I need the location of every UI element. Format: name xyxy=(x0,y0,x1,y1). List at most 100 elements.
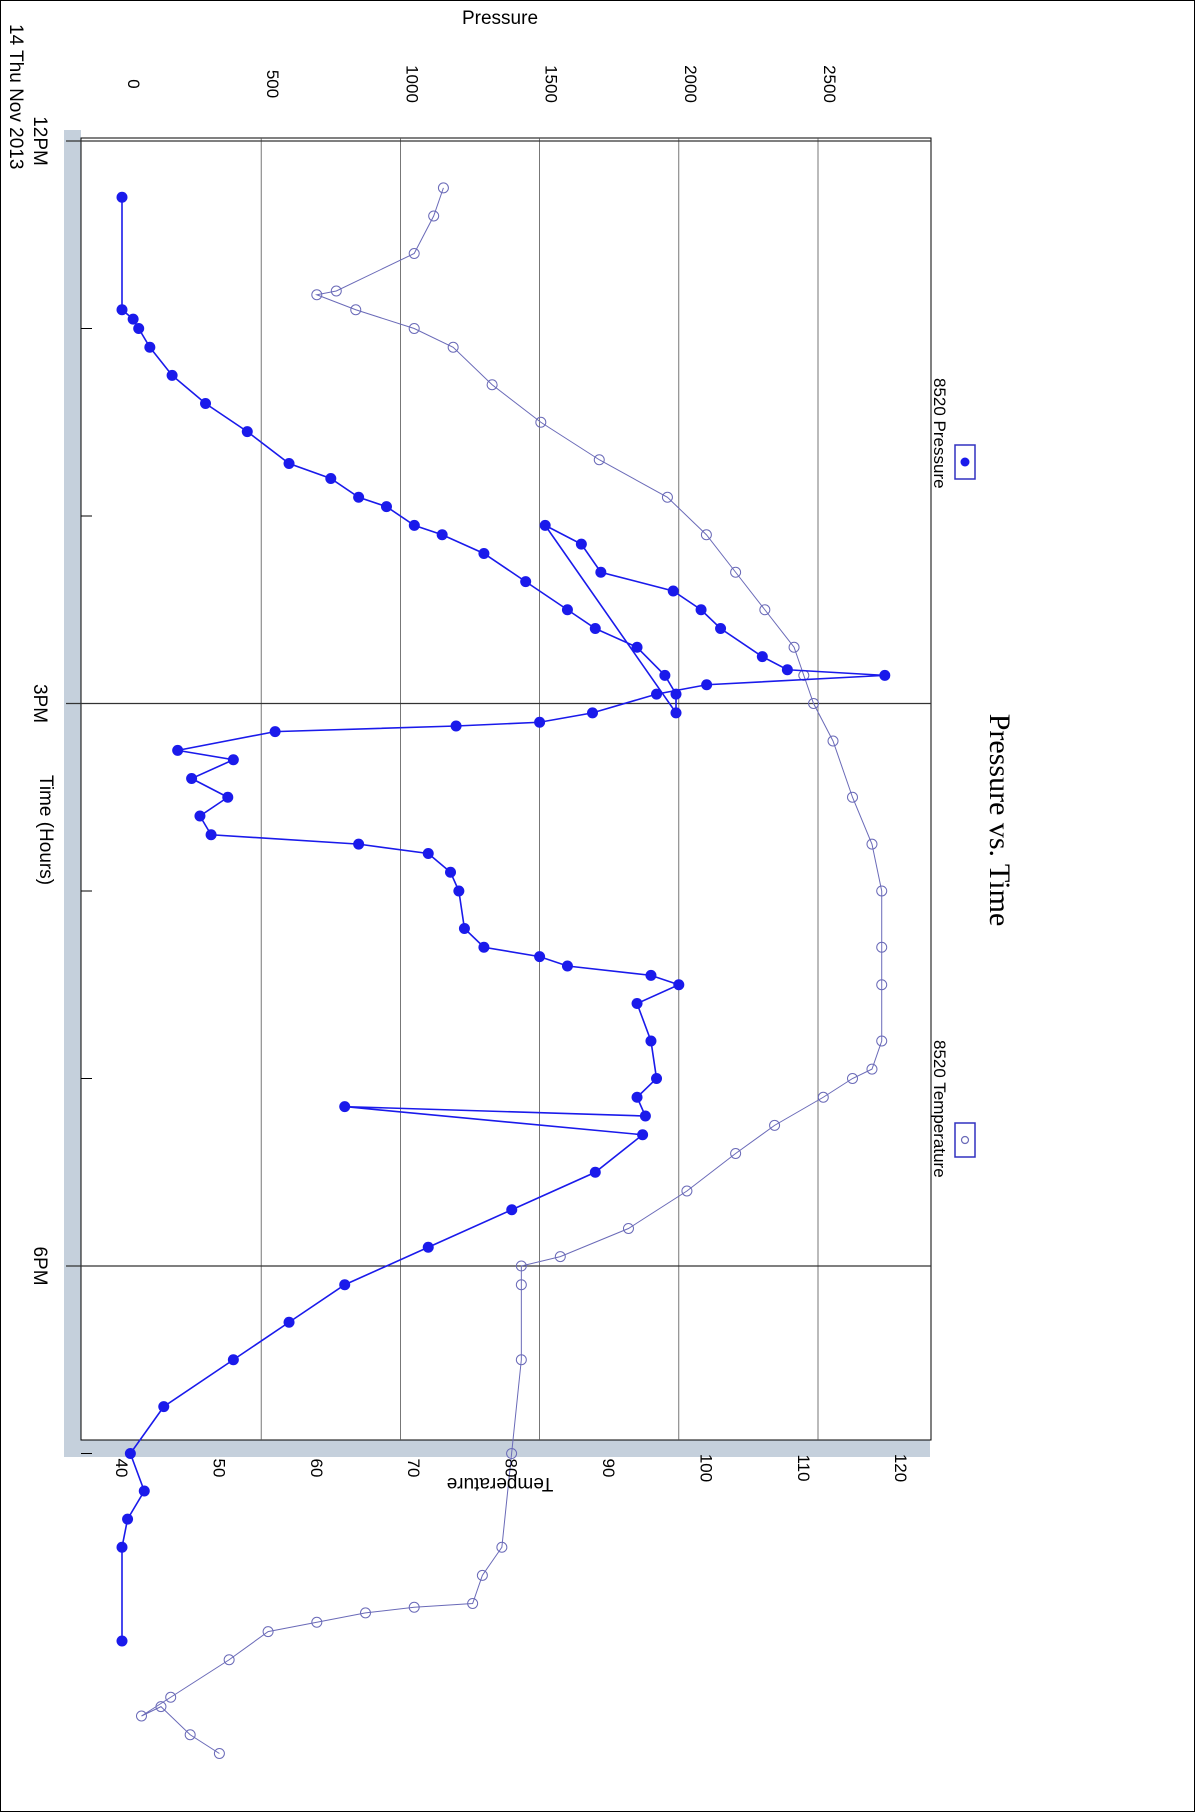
pressure-point xyxy=(166,369,178,381)
pressure-gridlines xyxy=(260,138,819,1440)
temperature-tick-label: 70 xyxy=(404,1459,423,1478)
temperature-point xyxy=(165,1691,177,1703)
pressure-point xyxy=(631,641,643,653)
temperature-tick-label: 110 xyxy=(794,1454,813,1481)
temperature-point xyxy=(535,416,547,428)
temperature-tick-label: 100 xyxy=(696,1454,715,1482)
legend-item-temperature: 8520 Temperature xyxy=(930,1040,976,1178)
temperature-tick-labels: 40 50 60 70 80 90 100 110 120 xyxy=(112,1454,910,1482)
pressure-point xyxy=(122,1513,134,1525)
legend-item-pressure: 8520 Pressure xyxy=(930,378,976,489)
temperature-point xyxy=(515,1354,527,1366)
pressure-point xyxy=(631,998,643,1009)
temperature-tick-label: 120 xyxy=(891,1454,910,1482)
temperature-point xyxy=(155,1701,167,1713)
pressure-point xyxy=(116,191,128,203)
pressure-point xyxy=(670,688,682,700)
pressure-point xyxy=(879,669,891,681)
temperature-axis-title: Temperature xyxy=(447,1473,554,1494)
pressure-point xyxy=(408,519,420,531)
temperature-point xyxy=(808,698,820,709)
pressure-point xyxy=(595,566,607,578)
temperature-point xyxy=(135,1710,147,1722)
pressure-point xyxy=(651,688,663,700)
pressure-point xyxy=(222,791,234,803)
chart-title: Pressure vs. Time xyxy=(983,714,1016,927)
temperature-point xyxy=(437,182,449,194)
pressure-point xyxy=(283,458,295,469)
pressure-point xyxy=(586,707,598,719)
pressure-point xyxy=(631,1091,643,1103)
temperature-point xyxy=(681,1185,693,1197)
pressure-point xyxy=(241,426,253,438)
temperature-point xyxy=(661,491,673,503)
pressure-point xyxy=(561,960,573,972)
temperature-point xyxy=(876,885,888,897)
temperature-point xyxy=(311,289,323,301)
temperature-point xyxy=(876,941,888,953)
pressure-point xyxy=(186,773,198,784)
pressure-point xyxy=(325,473,337,484)
pressure-point xyxy=(138,1485,150,1497)
temperature-point xyxy=(408,248,420,259)
legend-temperature-marker xyxy=(960,1135,970,1145)
pressure-tick-label: 0 xyxy=(124,79,143,88)
pressure-point xyxy=(227,1354,239,1366)
pressure-point xyxy=(116,1541,128,1553)
pressure-point xyxy=(205,829,217,841)
pressure-series xyxy=(116,191,891,1647)
legend-temperature-label: 8520 Temperature xyxy=(930,1040,949,1178)
temperature-point xyxy=(467,1598,479,1609)
pressure-point xyxy=(781,664,793,676)
time-tick-labels: 12PM 3PM 6PM xyxy=(29,116,50,1285)
pressure-point xyxy=(127,313,139,325)
pressure-point xyxy=(200,398,212,409)
temperature-point xyxy=(847,791,858,803)
temperature-point xyxy=(730,566,742,578)
pressure-point xyxy=(506,1204,518,1216)
pressure-point xyxy=(269,726,281,738)
pressure-point xyxy=(589,623,601,634)
time-axis-band xyxy=(64,130,81,1457)
pressure-axis-title: Pressure xyxy=(462,8,538,29)
temperature-point xyxy=(262,1626,274,1638)
time-tick-label: 6PM xyxy=(29,1246,50,1285)
pressure-point xyxy=(651,1073,663,1084)
date-label: 14 Thu Nov 2013 xyxy=(5,24,26,169)
pressure-point xyxy=(339,1101,351,1113)
pressure-point xyxy=(534,951,546,963)
temperature-axis-band xyxy=(64,1440,930,1457)
pressure-point xyxy=(639,1110,651,1122)
temperature-point xyxy=(759,604,771,616)
pressure-point xyxy=(124,1448,136,1459)
pressure-point xyxy=(645,969,657,981)
pressure-point xyxy=(116,304,128,316)
pressure-point xyxy=(353,491,365,503)
legend-pressure-label: 8520 Pressure xyxy=(930,378,949,489)
temperature-point xyxy=(515,1260,527,1272)
pressure-point xyxy=(659,669,671,681)
pressure-point xyxy=(458,923,470,934)
temperature-point xyxy=(554,1251,566,1263)
pressure-point xyxy=(701,679,713,691)
pressure-point xyxy=(116,1635,128,1647)
temperature-point xyxy=(311,1616,323,1628)
pressure-point xyxy=(194,810,206,822)
pressure-point xyxy=(561,604,573,616)
pressure-point xyxy=(695,604,707,616)
temperature-point xyxy=(360,1607,371,1619)
pressure-point xyxy=(422,848,434,859)
temperature-point xyxy=(330,285,342,297)
pressure-point xyxy=(227,754,239,766)
temperature-point xyxy=(447,341,459,353)
pressure-tick-label: 2000 xyxy=(681,65,700,103)
temperature-tick-label: 40 xyxy=(112,1459,131,1478)
time-axis-title: Time (Hours) xyxy=(35,775,56,885)
temperature-tick-label: 50 xyxy=(209,1459,228,1478)
pressure-point xyxy=(133,323,145,334)
pressure-point xyxy=(756,651,768,663)
temperature-point xyxy=(506,1448,518,1459)
temperature-point xyxy=(408,323,420,334)
pressure-point xyxy=(589,1166,601,1178)
